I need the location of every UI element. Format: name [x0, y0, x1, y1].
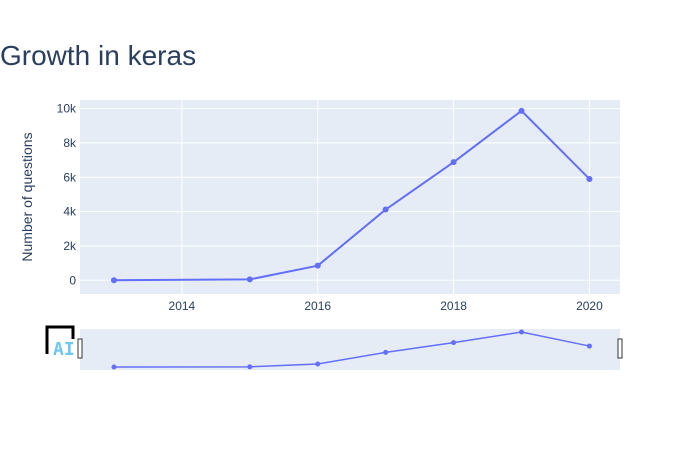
- range-slider-point: [111, 364, 117, 370]
- data-point[interactable]: [586, 175, 593, 182]
- data-point[interactable]: [450, 159, 457, 166]
- range-slider-point: [519, 329, 525, 335]
- x-tick-label: 2016: [304, 299, 331, 313]
- y-tick-label: 0: [69, 273, 76, 287]
- x-gridlines: [181, 100, 590, 294]
- x-tick-label: 2014: [169, 299, 196, 313]
- range-slider-left-handle[interactable]: [77, 338, 83, 359]
- range-slider-series: [111, 329, 592, 370]
- range-slider-point: [451, 340, 457, 346]
- y-tick-labels: 0 2k 4k 6k 8k 10k: [57, 102, 77, 288]
- y-tick-label: 2k: [63, 239, 77, 253]
- range-slider-right-handle[interactable]: [617, 338, 623, 359]
- data-point[interactable]: [314, 262, 321, 269]
- x-tick-labels: 2014 2016 2018 2020: [169, 299, 604, 313]
- data-point[interactable]: [246, 276, 253, 283]
- range-slider-point: [383, 349, 389, 355]
- y-axis-title: Number of questions: [19, 132, 35, 261]
- range-slider-point: [315, 361, 321, 367]
- y-tick-label: 10k: [57, 102, 77, 116]
- y-gridlines: [80, 108, 620, 281]
- y-tick-label: 4k: [63, 205, 77, 219]
- ai-logo: AI: [45, 325, 75, 360]
- y-tick-label: 8k: [63, 136, 77, 150]
- data-point[interactable]: [382, 206, 389, 213]
- plot-background: [80, 100, 620, 294]
- data-point[interactable]: [518, 107, 525, 114]
- ai-logo-text: AI: [53, 339, 75, 360]
- range-slider-background[interactable]: [80, 329, 620, 370]
- data-point[interactable]: [110, 277, 117, 284]
- range-slider-point: [247, 364, 253, 370]
- range-slider-point: [586, 343, 592, 349]
- x-tick-label: 2020: [576, 299, 603, 313]
- x-tick-label: 2018: [440, 299, 467, 313]
- chart-title: Growth in keras: [0, 40, 196, 71]
- main-series: [110, 107, 593, 284]
- y-tick-label: 6k: [63, 170, 77, 184]
